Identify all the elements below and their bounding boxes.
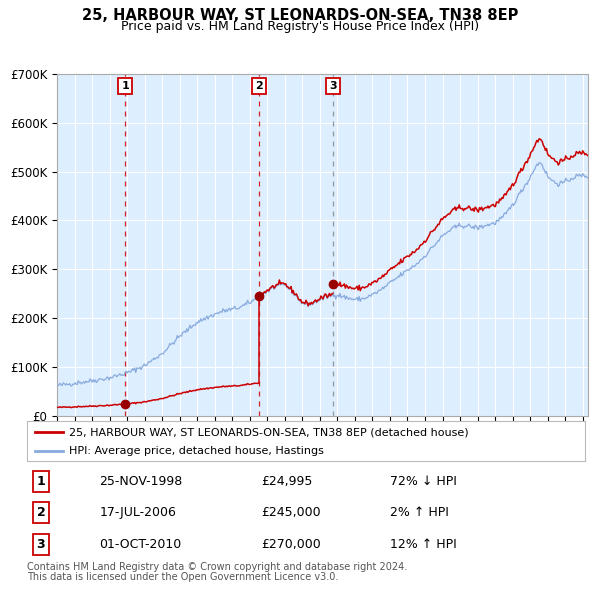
Text: £270,000: £270,000: [262, 538, 321, 551]
Text: £245,000: £245,000: [262, 506, 321, 519]
Text: 2% ↑ HPI: 2% ↑ HPI: [390, 506, 449, 519]
Text: 1: 1: [121, 81, 129, 91]
Text: Price paid vs. HM Land Registry's House Price Index (HPI): Price paid vs. HM Land Registry's House …: [121, 20, 479, 33]
Text: HPI: Average price, detached house, Hastings: HPI: Average price, detached house, Hast…: [69, 447, 324, 456]
Text: 17-JUL-2006: 17-JUL-2006: [100, 506, 176, 519]
Text: 2: 2: [37, 506, 46, 519]
Text: 1: 1: [37, 474, 46, 487]
Text: £24,995: £24,995: [262, 474, 313, 487]
Text: 25, HARBOUR WAY, ST LEONARDS-ON-SEA, TN38 8EP (detached house): 25, HARBOUR WAY, ST LEONARDS-ON-SEA, TN3…: [69, 428, 469, 438]
Text: 3: 3: [329, 81, 337, 91]
Text: Contains HM Land Registry data © Crown copyright and database right 2024.: Contains HM Land Registry data © Crown c…: [27, 562, 407, 572]
Text: 25, HARBOUR WAY, ST LEONARDS-ON-SEA, TN38 8EP: 25, HARBOUR WAY, ST LEONARDS-ON-SEA, TN3…: [82, 8, 518, 23]
Text: 72% ↓ HPI: 72% ↓ HPI: [390, 474, 457, 487]
Text: 25-NOV-1998: 25-NOV-1998: [100, 474, 183, 487]
Text: This data is licensed under the Open Government Licence v3.0.: This data is licensed under the Open Gov…: [27, 572, 338, 582]
Text: 01-OCT-2010: 01-OCT-2010: [100, 538, 182, 551]
Text: 3: 3: [37, 538, 45, 551]
Text: 2: 2: [256, 81, 263, 91]
Text: 12% ↑ HPI: 12% ↑ HPI: [390, 538, 457, 551]
